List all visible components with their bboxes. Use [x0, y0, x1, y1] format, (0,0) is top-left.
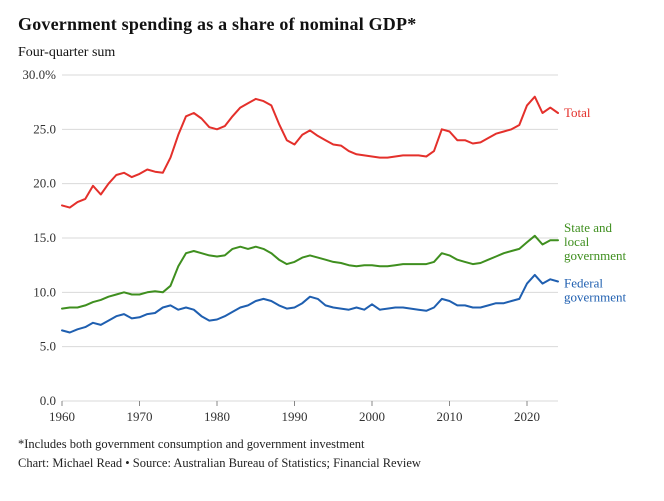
chart-title: Government spending as a share of nomina… — [18, 14, 646, 35]
series-label-state_local: government — [564, 248, 626, 263]
series-label-federal: government — [564, 289, 626, 304]
y-tick-label: 15.0 — [33, 230, 56, 245]
x-tick-label: 1960 — [49, 409, 75, 424]
series-total — [62, 97, 558, 208]
chart-area: 0.0 5.0 10.0 15.0 20.0 25.0 30.0% 1960 1970 1980 1… — [18, 67, 646, 427]
chart-subtitle: Four-quarter sum — [18, 45, 646, 61]
x-tick-label: 2010 — [437, 409, 463, 424]
x-tick-label: 1970 — [127, 409, 153, 424]
x-tick-label: 2000 — [359, 409, 385, 424]
series-label-state_local: local — [564, 234, 590, 249]
y-tick-label: 5.0 — [40, 339, 56, 354]
y-tick-label: 25.0 — [33, 121, 56, 136]
chart-footnote: *Includes both government consumption an… — [18, 437, 646, 452]
y-tick-label: 0.0 — [40, 393, 56, 408]
series-label-total: Total — [564, 105, 591, 120]
x-tick-label: 1980 — [204, 409, 230, 424]
line-chart-svg: 0.0 5.0 10.0 15.0 20.0 25.0 30.0% 1960 1970 1980 1… — [18, 67, 646, 427]
y-tick-label: 10.0 — [33, 284, 56, 299]
series-label-federal: Federal — [564, 275, 603, 290]
series-label-state_local: State and — [564, 220, 613, 235]
x-tick-label: 2020 — [514, 409, 540, 424]
chart-credit: Chart: Michael Read • Source: Australian… — [18, 456, 646, 471]
series-federal — [62, 275, 558, 333]
y-tick-label: 20.0 — [33, 176, 56, 191]
x-tick-label: 1990 — [282, 409, 308, 424]
y-tick-label: 30.0% — [22, 67, 56, 82]
